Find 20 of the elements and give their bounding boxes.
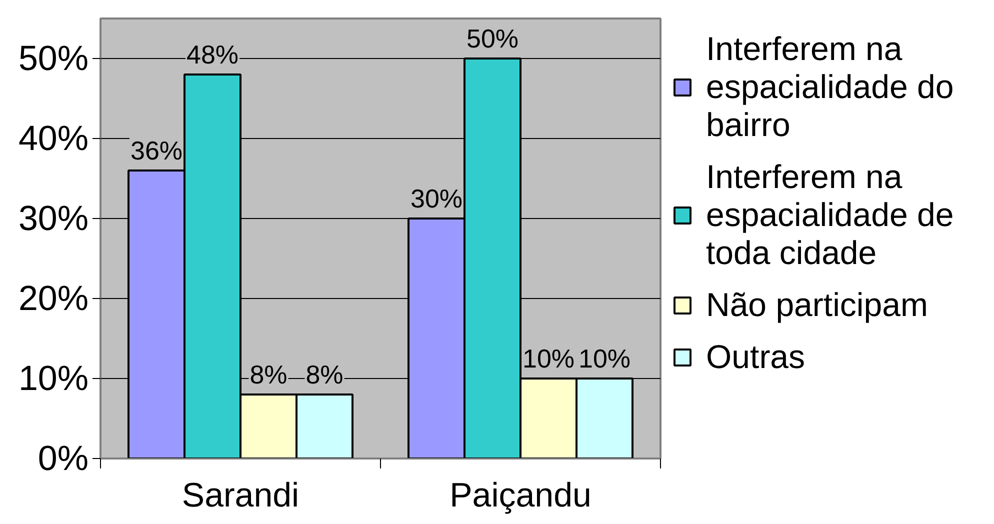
data-label: 48%	[186, 40, 239, 70]
y-tick-label: 30%	[18, 199, 89, 238]
x-tick-label: Sarandi	[182, 476, 300, 514]
data-label: 10%	[522, 344, 575, 374]
y-tick-label: 40%	[18, 119, 89, 158]
data-label: 36%	[130, 136, 183, 166]
legend-label: Interferem na espacialidade do bairro	[706, 30, 954, 144]
y-tick-label: 50%	[18, 39, 89, 78]
y-tick-label: 10%	[18, 359, 89, 398]
legend-label: Outras	[706, 338, 806, 376]
x-tick-label: Paiçandu	[450, 476, 592, 514]
legend-label: Interferem na espacialidade de toda cidade	[706, 158, 954, 272]
data-label: 30%	[410, 184, 463, 214]
legend-label: Não participam	[706, 286, 928, 324]
data-label: 10%	[578, 344, 631, 374]
y-tick-label: 20%	[18, 279, 89, 318]
data-label: 50%	[466, 24, 519, 54]
data-label: 8%	[306, 360, 344, 390]
y-tick-label: 0%	[38, 439, 89, 478]
data-label: 8%	[250, 360, 288, 390]
